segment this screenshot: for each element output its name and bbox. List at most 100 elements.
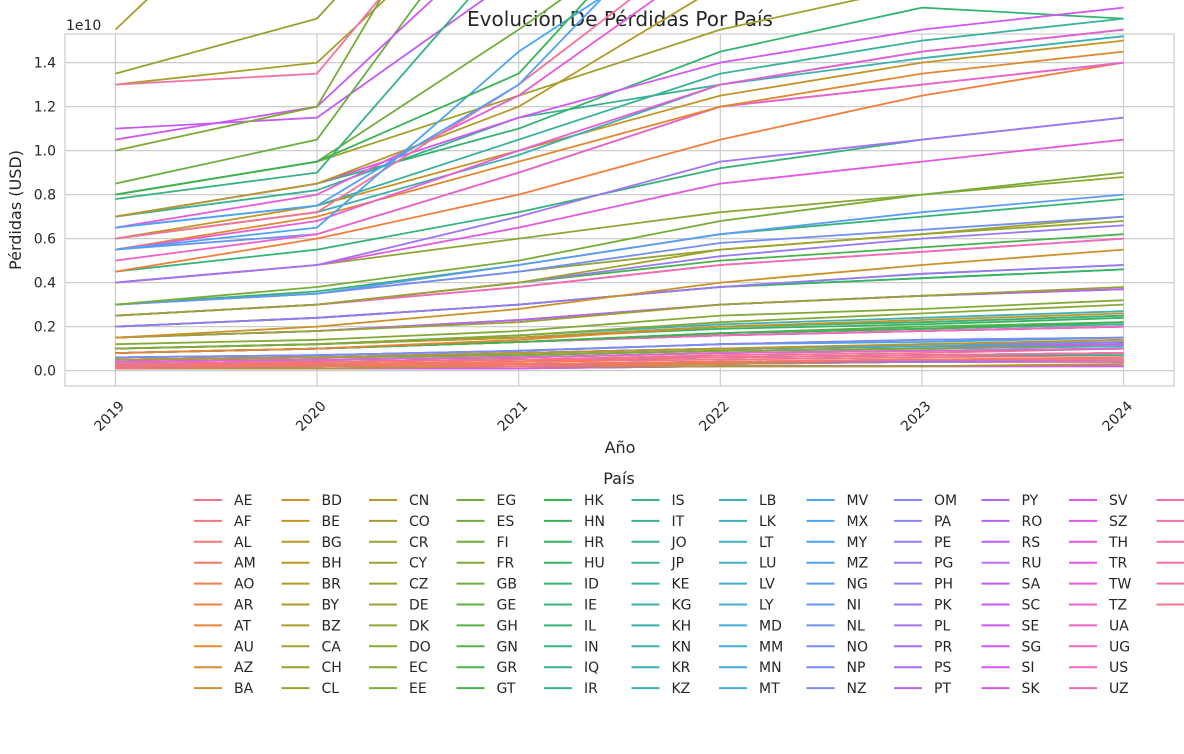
legend-item-be: BE bbox=[281, 514, 340, 530]
legend-item-es: ES bbox=[456, 514, 514, 530]
series-line-ca bbox=[115, 0, 386, 86]
series-line-cr bbox=[115, 286, 1124, 339]
y-axis-ticks: 0.0 0.2 0.4 0.6 0.8 1.0 1.2 1.4 bbox=[34, 56, 56, 380]
legend-item-ro: RO bbox=[981, 514, 1042, 530]
legend-label: DK bbox=[409, 618, 430, 634]
series-line-in bbox=[115, 0, 469, 200]
legend-label: DO bbox=[409, 639, 431, 655]
series-lines bbox=[114, 0, 1124, 370]
legend-label: IQ bbox=[584, 660, 599, 676]
legend-item-se: SE bbox=[981, 618, 1040, 634]
legend-item-ch: CH bbox=[281, 660, 342, 676]
legend-label: LV bbox=[759, 577, 775, 593]
legend-item-sg: SG bbox=[981, 639, 1041, 655]
legend-item-gr: GR bbox=[456, 660, 518, 676]
legend-item-ng: NG bbox=[806, 577, 868, 593]
series-line-be bbox=[115, 39, 1124, 240]
legend-item-lu: LU bbox=[719, 556, 776, 572]
series-line-gb bbox=[115, 0, 421, 185]
legend-label: RU bbox=[1022, 556, 1042, 572]
legend-item-ie: IE bbox=[544, 598, 597, 614]
series-line-ae bbox=[115, 347, 1124, 365]
legend-label: AF bbox=[234, 514, 252, 530]
legend-label: GE bbox=[497, 598, 517, 614]
legend-label: EG bbox=[497, 493, 517, 509]
legend-item-it: IT bbox=[631, 514, 685, 530]
legend-item-vg: VG bbox=[1156, 519, 1184, 522]
legend-label: HU bbox=[584, 556, 605, 572]
legend-label: UG bbox=[1109, 639, 1130, 655]
legend-item-ua: UA bbox=[1069, 618, 1129, 634]
legend: AE AF AL AM AO AR AT AU AZ BA BD BE BG BH BR BY BZ CA CH CL… bbox=[194, 493, 1184, 697]
legend-item-zw: ZW bbox=[1156, 603, 1184, 606]
legend-item-jo: JO bbox=[631, 535, 687, 551]
legend-label: DE bbox=[409, 598, 429, 614]
legend-item-ge: GE bbox=[456, 598, 517, 614]
legend-label: BG bbox=[322, 535, 342, 551]
legend-item-ee: EE bbox=[369, 681, 427, 697]
legend-label: TW bbox=[1108, 577, 1132, 593]
legend-label: GB bbox=[497, 577, 517, 593]
legend-label: LY bbox=[759, 598, 774, 614]
legend-label: PS bbox=[934, 660, 951, 676]
legend-item-pe: PE bbox=[894, 535, 951, 551]
series-line-pl bbox=[115, 116, 1124, 284]
series-line-za bbox=[115, 0, 631, 240]
legend-label: CR bbox=[409, 535, 429, 551]
y-axis-label: Pérdidas (USD) bbox=[6, 150, 25, 270]
legend-item-lk: LK bbox=[719, 514, 777, 530]
legend-item-sv: SV bbox=[1069, 493, 1128, 509]
series-line-do bbox=[115, 303, 1124, 350]
y-tick-label: 0.4 bbox=[34, 276, 56, 292]
legend-item-ve: VE bbox=[1156, 499, 1184, 501]
legend-label: MN bbox=[759, 660, 782, 676]
legend-item-in: IN bbox=[544, 639, 599, 655]
legend-item-am: AM bbox=[194, 556, 256, 572]
legend-item-no: NO bbox=[806, 639, 868, 655]
legend-item-lb: LB bbox=[719, 493, 776, 509]
y-tick-label: 1.0 bbox=[34, 144, 56, 160]
legend-item-th: TH bbox=[1069, 535, 1128, 551]
series-line-tr bbox=[115, 0, 656, 229]
series-line-bd bbox=[115, 248, 1124, 339]
legend-label: FR bbox=[497, 556, 515, 572]
legend-label: JP bbox=[671, 556, 685, 572]
legend-item-tz: TZ bbox=[1069, 598, 1127, 614]
legend-label: CO bbox=[409, 514, 430, 530]
legend-item-mx: MX bbox=[806, 514, 869, 530]
y-tick-label: 0.2 bbox=[34, 320, 56, 336]
legend-item-ye: YE bbox=[1156, 561, 1184, 564]
legend-item-cy: CY bbox=[369, 556, 428, 572]
legend-item-ph: PH bbox=[894, 577, 953, 593]
legend-item-hn: HN bbox=[544, 514, 605, 530]
legend-item-gh: GH bbox=[456, 618, 518, 634]
legend-item-hr: HR bbox=[544, 535, 605, 551]
legend-item-af: AF bbox=[194, 514, 252, 530]
series-line-br bbox=[115, 0, 699, 218]
legend-item-gb: GB bbox=[456, 577, 517, 593]
legend-item-ke: KE bbox=[631, 577, 690, 593]
y-tick-label: 0.0 bbox=[34, 364, 56, 380]
y-tick-label: 0.6 bbox=[34, 232, 56, 248]
x-tick-label: 2020 bbox=[293, 398, 330, 435]
legend-label: MZ bbox=[847, 556, 869, 572]
legend-label: BZ bbox=[322, 618, 341, 634]
legend-item-hu: HU bbox=[544, 556, 605, 572]
legend-item-mv: MV bbox=[806, 493, 869, 509]
legend-label: SE bbox=[1022, 618, 1040, 634]
series-line-my bbox=[115, 0, 602, 229]
legend-label: GR bbox=[497, 660, 518, 676]
legend-item-ir: IR bbox=[544, 681, 598, 697]
legend-label: AT bbox=[234, 618, 251, 634]
legend-item-us: US bbox=[1069, 660, 1128, 676]
legend-label: MX bbox=[847, 514, 869, 530]
series-line-fr bbox=[115, 0, 382, 152]
legend-label: PA bbox=[934, 514, 952, 530]
series-line-sa bbox=[115, 0, 485, 130]
legend-item-fi: FI bbox=[456, 535, 509, 551]
series-line-bz bbox=[115, 363, 1124, 370]
legend-label: PL bbox=[934, 618, 950, 634]
legend-item-py: PY bbox=[981, 493, 1039, 509]
legend-item-bh: BH bbox=[281, 556, 342, 572]
